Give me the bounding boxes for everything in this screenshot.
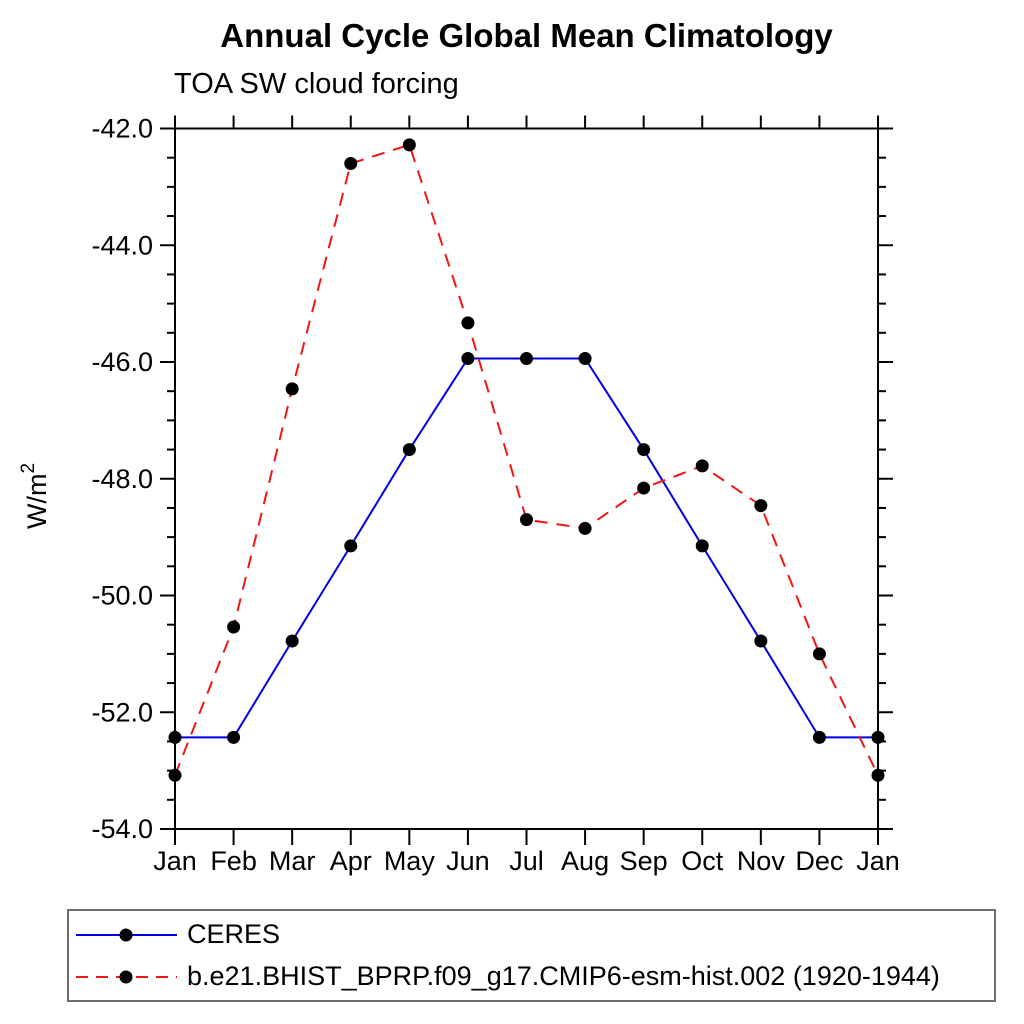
x-tick-label: Mar: [269, 846, 316, 876]
x-tick-label: Jul: [509, 846, 544, 876]
x-tick-label: Jan: [856, 846, 900, 876]
y-tick-label: -50.0: [91, 581, 153, 611]
data-point-model-nov-10: [754, 499, 768, 513]
data-point-ceres-oct-9: [695, 539, 709, 553]
chart-subtitle: TOA SW cloud forcing: [174, 68, 459, 100]
data-point-model-sep-8: [637, 481, 651, 495]
x-tick-label: Oct: [681, 846, 724, 876]
x-tick-label: Nov: [737, 846, 786, 876]
x-tick-label: Apr: [330, 846, 372, 876]
x-tick-label: Jun: [446, 846, 490, 876]
data-point-model-jun-5: [461, 316, 475, 330]
y-tick-label: -52.0: [91, 697, 153, 727]
data-point-ceres-jul-6: [520, 351, 533, 365]
y-tick-label: -42.0: [91, 114, 153, 144]
y-tick-label: -44.0: [91, 230, 153, 260]
data-point-ceres-apr-3: [344, 539, 358, 553]
legend-item-model: b.e21.BHIST_BPRP.f09_g17.CMIP6-esm-hist.…: [73, 956, 994, 998]
data-point-model-oct-9: [695, 459, 709, 473]
x-tick-label: Aug: [561, 846, 609, 876]
series-line-model: [174, 143, 879, 776]
data-point-model-apr-3: [344, 157, 358, 171]
legend-label-model: b.e21.BHIST_BPRP.f09_g17.CMIP6-esm-hist.…: [187, 961, 940, 991]
data-point-model-jan-12: [871, 768, 885, 782]
legend-line-sample-model: [76, 970, 177, 983]
x-tick-label: Jan: [153, 846, 197, 876]
data-point-ceres-jan-12: [871, 730, 885, 744]
x-tick-label: Feb: [210, 846, 257, 876]
x-tick-label: Sep: [620, 846, 668, 876]
x-tick-label: May: [384, 846, 436, 876]
y-axis-title: W/m2: [18, 463, 52, 529]
legend-label-ceres: CERES: [187, 919, 281, 949]
y-tick-label: -46.0: [91, 347, 153, 377]
series-line-ceres: [175, 357, 878, 739]
x-tick-label: Dec: [795, 846, 843, 876]
chart-title: Annual Cycle Global Mean Climatology: [220, 17, 833, 54]
data-point-model-jul-6: [520, 513, 533, 527]
legend-box: CERES b.e21.BHIST_BPRP.f09_g17.CMIP6-esm…: [67, 909, 996, 1002]
data-point-ceres-jan-0: [168, 730, 182, 744]
data-point-model-aug-7: [578, 521, 592, 535]
data-point-model-mar-2: [285, 382, 299, 396]
data-point-ceres-nov-10: [754, 634, 768, 648]
data-point-model-may-4: [402, 138, 416, 152]
y-tick-label: -48.0: [91, 464, 153, 494]
legend-line-sample-ceres: [76, 928, 177, 941]
y-tick-label: -54.0: [91, 814, 153, 844]
data-point-model-feb-1: [227, 620, 241, 634]
data-point-ceres-may-4: [402, 443, 416, 457]
data-point-ceres-sep-8: [637, 443, 651, 457]
data-point-ceres-dec-11: [812, 730, 826, 744]
legend-item-ceres: CERES: [73, 914, 994, 956]
data-point-ceres-jun-5: [461, 351, 475, 365]
data-point-ceres-feb-1: [227, 730, 241, 744]
data-point-model-jan-0: [168, 768, 182, 782]
data-point-ceres-mar-2: [285, 634, 299, 648]
data-point-model-dec-11: [812, 647, 826, 661]
data-point-ceres-aug-7: [578, 351, 592, 365]
